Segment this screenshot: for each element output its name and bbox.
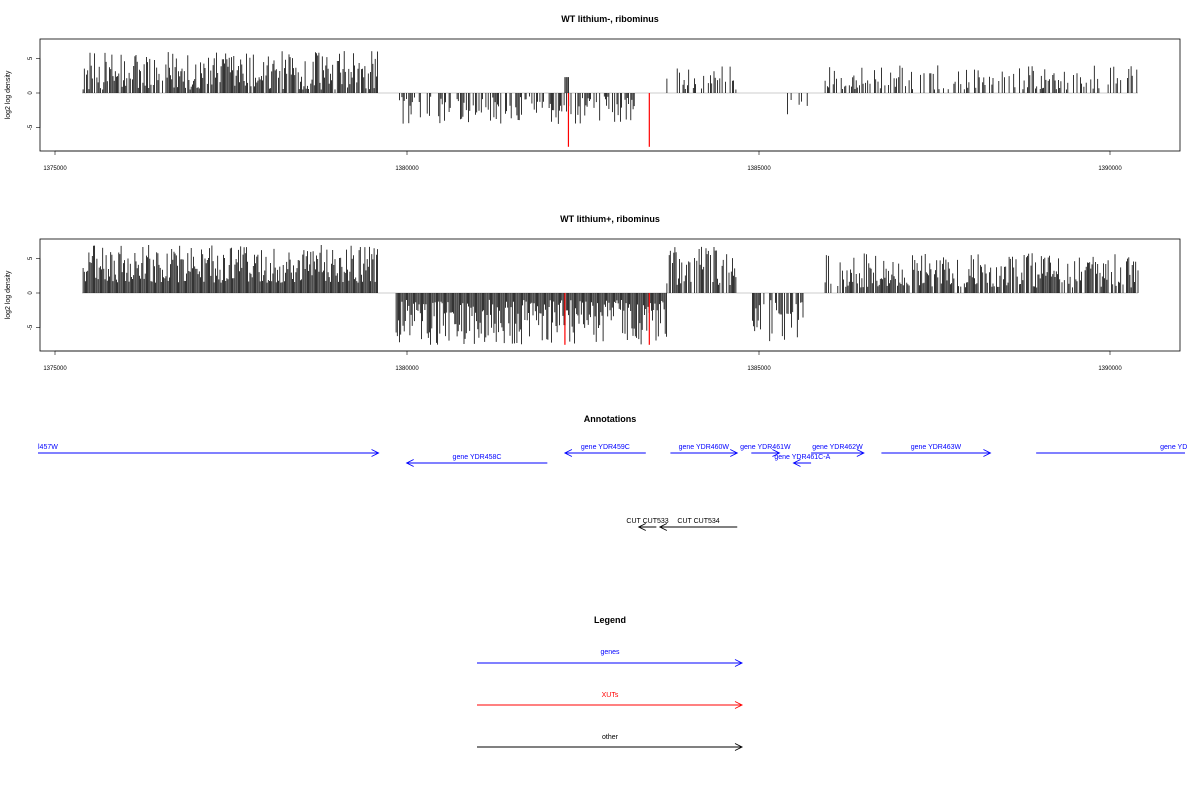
y-tick-label: 5 <box>28 256 34 260</box>
feature-label: gene YDR460W <box>679 444 730 451</box>
legend-label: XUTs <box>602 692 619 699</box>
legend: genes XUTs other <box>477 649 744 751</box>
arrow-head-icon <box>730 449 739 457</box>
y-tick-label: 5 <box>28 56 34 60</box>
y-axis-label: log2 log density <box>5 270 12 319</box>
panel-lithium-minus: WT lithium-, ribominus -5 0 5 log2 log d… <box>5 14 1181 172</box>
feature-label: gene YDR461C-A <box>774 454 830 461</box>
feature-label: CUT CUT533 <box>626 518 668 525</box>
legend-item-other: other <box>477 734 744 751</box>
x-axis: 1375000 1380000 1385000 1390000 <box>43 150 1122 172</box>
density-bars <box>82 245 1139 345</box>
y-tick-label: 0 <box>28 291 34 295</box>
y-axis-label: log2 log density <box>5 70 12 119</box>
gene-annotations: l457W gene YDR458C gene YDR459C gene YDR460… <box>38 444 1187 467</box>
annotation-feature: gene YDR459C <box>563 444 646 457</box>
legend-title: Legend <box>594 615 626 625</box>
x-tick-label: 1375000 <box>43 366 67 372</box>
x-tick-label: 1390000 <box>1098 366 1122 372</box>
annotation-feature: gene YDR458C <box>405 454 548 467</box>
x-tick-label: 1380000 <box>395 366 419 372</box>
y-axis: -5 0 5 log2 log density <box>5 56 41 130</box>
annotation-feature: l457W <box>38 444 380 457</box>
arrow-head-icon <box>371 449 380 457</box>
panel-title: WT lithium+, ribominus <box>560 214 660 224</box>
y-tick-label: 0 <box>28 91 34 95</box>
annotation-feature: gene YDR461C-A <box>774 454 831 467</box>
feature-label: gene YD <box>1160 444 1187 451</box>
annotation-feature: CUT CUT533 <box>626 518 669 531</box>
feature-label: gene YDR459C <box>581 444 630 451</box>
feature-label: gene YDR463W <box>911 444 962 451</box>
annotation-feature: CUT CUT534 <box>658 518 738 531</box>
x-tick-label: 1385000 <box>747 366 771 372</box>
arrow-head-icon <box>563 449 573 457</box>
annotations-title: Annotations <box>584 414 637 424</box>
annotation-feature: gene YDR460W <box>670 444 739 457</box>
arrow-head-icon <box>734 701 744 709</box>
legend-label: genes <box>600 649 620 656</box>
y-axis: -5 0 5 log2 log density <box>5 256 41 330</box>
legend-item-genes: genes <box>477 649 744 667</box>
arrow-head-icon <box>734 743 744 751</box>
x-tick-label: 1390000 <box>1098 166 1122 172</box>
x-tick-label: 1375000 <box>43 166 67 172</box>
arrow-head-icon <box>772 449 781 457</box>
x-axis: 1375000 1380000 1385000 1390000 <box>43 350 1122 372</box>
other-annotations: CUT CUT533 CUT CUT534 <box>626 518 738 531</box>
x-tick-label: 1385000 <box>747 166 771 172</box>
arrow-head-icon <box>658 523 668 531</box>
feature-label: l457W <box>38 444 58 451</box>
arrow-head-icon <box>734 659 744 667</box>
feature-label: gene YDR462W <box>812 444 863 451</box>
annotation-feature: gene YD <box>1036 444 1187 454</box>
feature-label: CUT CUT534 <box>677 518 719 525</box>
legend-label: other <box>602 734 619 741</box>
feature-label: gene YDR458C <box>453 454 502 461</box>
panel-title: WT lithium-, ribominus <box>561 14 659 24</box>
density-bars <box>82 51 1138 147</box>
feature-label: gene YDR461W <box>740 444 791 451</box>
arrow-head-icon <box>792 459 801 467</box>
annotation-feature: gene YDR461W <box>740 444 791 457</box>
arrow-head-icon <box>405 459 414 467</box>
y-tick-label: -5 <box>28 324 34 330</box>
y-tick-label: -5 <box>28 124 34 130</box>
legend-item-xuts: XUTs <box>477 692 744 709</box>
panel-lithium-plus: WT lithium+, ribominus -5 0 5 log2 log d… <box>5 214 1181 372</box>
arrow-head-icon <box>637 523 646 531</box>
arrow-head-icon <box>856 449 865 457</box>
annotation-feature: gene YDR463W <box>881 444 992 457</box>
x-tick-label: 1380000 <box>395 166 419 172</box>
arrow-head-icon <box>983 449 992 457</box>
plot-frame <box>39 38 1181 152</box>
annotation-feature: gene YDR462W <box>811 444 865 457</box>
